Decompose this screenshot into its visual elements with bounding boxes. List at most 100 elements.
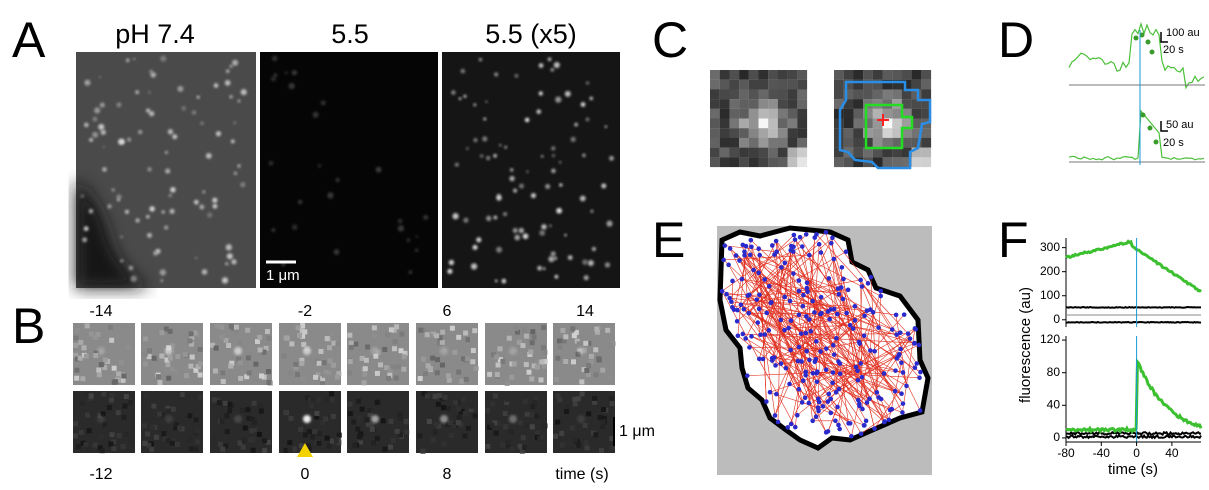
dot bbox=[918, 408, 923, 413]
spot bbox=[146, 109, 150, 113]
pixel bbox=[212, 397, 217, 402]
pixel bbox=[322, 373, 327, 378]
pixel bbox=[238, 360, 243, 365]
spot bbox=[486, 156, 490, 160]
pixel bbox=[778, 157, 788, 167]
spot bbox=[226, 69, 229, 72]
dot bbox=[817, 400, 822, 405]
dot bbox=[770, 356, 775, 361]
pixel bbox=[237, 340, 242, 345]
dot bbox=[742, 307, 747, 312]
pixel bbox=[75, 328, 80, 333]
spot bbox=[197, 96, 200, 99]
pixel bbox=[317, 431, 322, 436]
pixel bbox=[213, 368, 218, 373]
pixel bbox=[430, 356, 435, 361]
dot bbox=[862, 333, 867, 338]
spot bbox=[181, 106, 186, 111]
dot bbox=[786, 326, 791, 331]
dot bbox=[848, 421, 853, 426]
dot bbox=[744, 244, 749, 249]
dot bbox=[862, 314, 867, 319]
spot bbox=[482, 136, 487, 141]
spot bbox=[232, 60, 238, 66]
dot bbox=[856, 378, 861, 383]
pixel bbox=[555, 356, 560, 361]
pixel bbox=[472, 328, 477, 333]
spot bbox=[473, 103, 476, 106]
pixel bbox=[214, 324, 219, 329]
pixel bbox=[788, 109, 798, 119]
spot bbox=[581, 102, 586, 107]
pixel bbox=[778, 70, 788, 80]
pixel bbox=[436, 402, 441, 407]
dot bbox=[755, 320, 760, 325]
spot bbox=[149, 111, 154, 116]
dot bbox=[762, 277, 767, 282]
pixel bbox=[329, 391, 334, 396]
pixel bbox=[729, 80, 739, 90]
dot bbox=[867, 396, 872, 401]
pixel bbox=[195, 439, 200, 444]
pixel bbox=[577, 341, 582, 346]
pixel bbox=[418, 328, 423, 333]
dot bbox=[853, 304, 858, 309]
spot bbox=[226, 244, 232, 250]
spot bbox=[398, 225, 404, 231]
pixel bbox=[902, 128, 912, 138]
spot bbox=[103, 146, 105, 148]
pixel bbox=[251, 436, 256, 441]
pixel bbox=[142, 441, 147, 446]
spot bbox=[225, 80, 231, 86]
pixel bbox=[93, 443, 98, 448]
spot bbox=[216, 131, 221, 136]
pixel bbox=[528, 350, 533, 355]
pixel bbox=[242, 438, 247, 443]
pixel bbox=[576, 443, 581, 448]
dot bbox=[799, 359, 804, 364]
pixel bbox=[218, 442, 223, 447]
pixel bbox=[749, 109, 759, 119]
dot bbox=[782, 295, 787, 300]
dot bbox=[756, 246, 761, 251]
dot bbox=[869, 275, 874, 280]
pixel bbox=[768, 70, 778, 80]
pixel bbox=[768, 99, 778, 109]
spot bbox=[541, 224, 547, 230]
pixel bbox=[143, 362, 148, 367]
spot bbox=[515, 74, 519, 78]
pixel bbox=[303, 433, 308, 438]
pixel bbox=[251, 448, 256, 453]
pixel bbox=[788, 80, 798, 90]
dot bbox=[876, 325, 881, 330]
pixel bbox=[559, 431, 564, 436]
dot bbox=[735, 319, 740, 324]
pixel bbox=[154, 435, 159, 440]
pixel bbox=[921, 128, 931, 138]
spot bbox=[371, 415, 379, 423]
pixel bbox=[797, 70, 807, 80]
pixel bbox=[788, 138, 798, 148]
dot bbox=[768, 390, 773, 395]
spot bbox=[195, 257, 198, 260]
pixel bbox=[93, 335, 98, 340]
spot bbox=[138, 130, 142, 134]
pixel bbox=[322, 360, 327, 365]
spot bbox=[526, 171, 528, 173]
spot bbox=[416, 235, 418, 237]
pixel bbox=[284, 335, 289, 340]
pixel bbox=[300, 323, 305, 328]
pixel bbox=[142, 423, 147, 428]
pixel bbox=[349, 341, 354, 346]
pixel bbox=[720, 157, 730, 167]
spot bbox=[502, 279, 507, 284]
dot bbox=[736, 333, 741, 338]
dot bbox=[757, 307, 762, 312]
pixel bbox=[720, 99, 730, 109]
spot bbox=[440, 347, 448, 355]
pixel bbox=[873, 128, 883, 138]
pixel bbox=[759, 148, 769, 158]
dot bbox=[871, 310, 876, 315]
pixel bbox=[367, 408, 372, 413]
spot bbox=[539, 230, 545, 236]
